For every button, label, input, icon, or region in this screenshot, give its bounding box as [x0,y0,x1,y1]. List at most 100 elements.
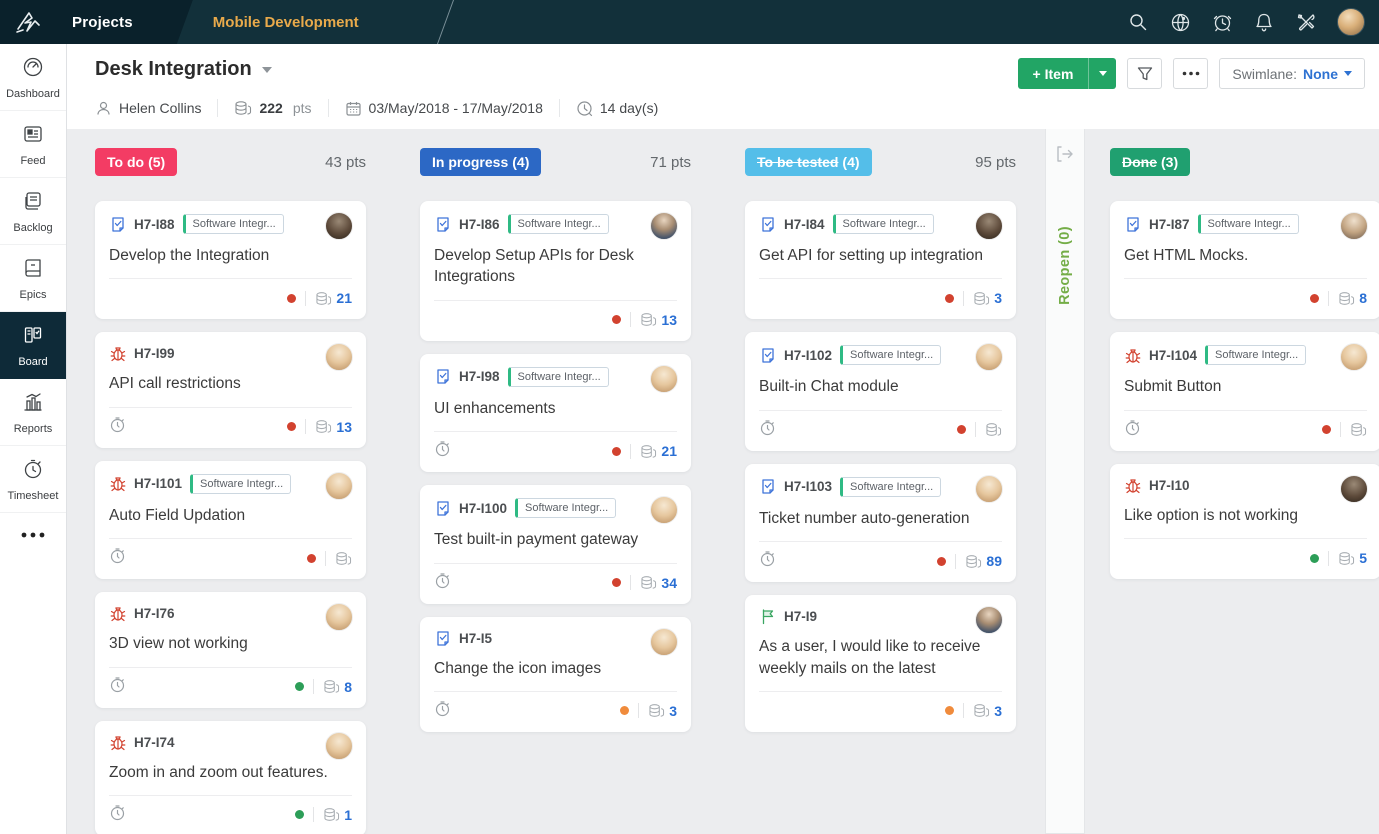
notifications-bell-icon[interactable] [1253,11,1275,33]
sidebar-item-reports[interactable]: Reports [0,379,66,446]
card-title[interactable]: Auto Field Updation [109,506,246,524]
board-card[interactable]: H7-I5 Change the icon images 3 [420,616,691,732]
card-title[interactable]: Built-in Chat module [759,378,899,396]
board-card[interactable]: H7-I84 Software Integr... Get API for se… [745,201,1016,320]
avatar[interactable] [975,606,1003,635]
board-card[interactable]: H7-I101 Software Integr... Auto Field Up… [95,460,366,580]
card-title[interactable]: Submit Button [1124,378,1222,396]
sidebar-item-epics[interactable]: Epics [0,245,66,312]
board-card[interactable]: H7-I99 API call restrictions 13 [95,332,366,448]
board-card[interactable]: H7-I102 Software Integr... Built-in Chat… [745,332,1016,451]
card-id[interactable]: H7-I99 [134,346,175,362]
avatar[interactable] [650,496,678,525]
avatar[interactable] [975,343,1003,372]
card-title[interactable]: Get HTML Mocks. [1124,247,1249,264]
avatar[interactable] [325,471,353,500]
timer-icon[interactable] [109,804,126,826]
card-id[interactable]: H7-I88 [134,216,175,232]
tools-icon[interactable] [1295,11,1317,33]
sidebar-item-timesheet[interactable]: Timesheet [0,446,66,513]
card-id[interactable]: H7-I76 [134,606,175,622]
avatar[interactable] [650,364,678,393]
card-id[interactable]: H7-I86 [459,216,500,232]
card-id[interactable]: H7-I5 [459,630,493,646]
timer-icon[interactable] [434,440,451,462]
avatar[interactable] [1340,474,1368,503]
sprint-owner[interactable]: Helen Collins [95,100,201,117]
card-id[interactable]: H7-I98 [459,369,500,385]
column-badge[interactable]: To do (5) [95,148,178,176]
board-card[interactable]: H7-I76 3D view not working 8 [95,592,366,708]
card-id[interactable]: H7-I84 [784,216,825,232]
alarm-clock-icon[interactable] [1211,11,1233,33]
avatar[interactable] [975,212,1003,240]
board-card[interactable]: H7-I98 Software Integr... UI enhancement… [420,353,691,473]
sidebar-more-menu[interactable] [0,513,66,559]
sidebar-item-dashboard[interactable]: Dashboard [0,44,66,111]
tab-projects[interactable]: Projects [72,13,133,31]
card-id[interactable]: H7-I104 [1149,347,1198,363]
board-card[interactable]: H7-I74 Zoom in and zoom out features. [95,720,366,834]
card-title[interactable]: Ticket number auto-generation [759,509,970,527]
collapsed-column[interactable]: Reopen (0) [1045,129,1085,834]
add-item-caret-icon[interactable] [1088,58,1117,89]
card-title[interactable]: Develop the Integration [109,247,270,264]
card-id[interactable]: H7-I100 [459,500,508,516]
avatar[interactable] [650,212,678,240]
avatar[interactable] [325,212,353,240]
add-item-button[interactable]: + Item [1017,58,1117,89]
card-id[interactable]: H7-I74 [134,734,175,750]
board-card[interactable]: H7-I104 Software Integr... Submit Button [1110,332,1379,451]
board-card[interactable]: H7-I88 Software Integr... Develop the In… [95,201,366,320]
card-id[interactable]: H7-I103 [784,479,833,495]
search-icon[interactable] [1127,11,1149,33]
board-card[interactable]: H7-I87 Software Integr... Get HTML Mocks… [1110,201,1379,320]
avatar[interactable] [1340,212,1368,240]
globe-icon[interactable] [1169,11,1191,33]
sidebar-item-backlog[interactable]: Backlog [0,178,66,245]
card-title[interactable]: As a user, I would like to receive weekl… [759,638,981,677]
column-badge[interactable]: Done (3) [1110,148,1191,176]
board-more-button[interactable] [1173,58,1209,89]
sidebar-item-board[interactable]: Board [0,312,66,379]
tab-project-name[interactable]: Mobile Development [212,13,359,31]
timer-icon[interactable] [759,550,776,572]
card-title[interactable]: Develop Setup APIs for Desk Integrations [434,247,634,286]
avatar[interactable] [650,627,678,656]
card-title[interactable]: Get API for setting up integration [759,247,984,264]
avatar[interactable] [975,474,1003,503]
board-card[interactable]: H7-I9 As a user, I would like to receive… [745,595,1016,732]
board-card[interactable]: H7-I10 Like option is not working [1110,463,1379,580]
timer-icon[interactable] [109,547,126,569]
board-card[interactable]: H7-I100 Software Integr... Test built-in… [420,485,691,604]
sprints-logo-icon[interactable] [0,9,60,35]
card-id[interactable]: H7-I10 [1149,477,1190,493]
timer-icon[interactable] [434,700,451,722]
filter-button[interactable] [1127,58,1163,89]
user-avatar[interactable] [1337,8,1365,36]
sidebar-item-feed[interactable]: Feed [0,111,66,178]
board-card[interactable]: H7-I86 Software Integr... Develop Setup … [420,201,691,341]
column-badge[interactable]: To be tested (4) [745,148,872,176]
avatar[interactable] [325,731,353,760]
sprint-title-caret-icon[interactable] [261,66,272,73]
avatar[interactable] [325,603,353,632]
timer-icon[interactable] [1124,419,1141,441]
timer-icon[interactable] [109,676,126,698]
card-id[interactable]: H7-I102 [784,347,833,363]
card-title[interactable]: Like option is not working [1124,506,1299,524]
card-id[interactable]: H7-I9 [784,609,818,625]
column-badge[interactable]: In progress (4) [420,148,542,176]
card-id[interactable]: H7-I87 [1149,216,1190,232]
card-title[interactable]: Change the icon images [434,659,602,677]
card-title[interactable]: Zoom in and zoom out features. [109,763,328,781]
expand-column-icon[interactable] [1055,145,1075,168]
avatar[interactable] [325,343,353,372]
card-title[interactable]: API call restrictions [109,375,241,393]
swimlane-selector[interactable]: Swimlane: None [1219,58,1365,89]
card-title[interactable]: UI enhancements [434,399,556,417]
timer-icon[interactable] [434,572,451,594]
card-title[interactable]: Test built-in payment gateway [434,531,639,549]
card-title[interactable]: 3D view not working [109,635,248,653]
board-card[interactable]: H7-I103 Software Integr... Ticket number… [745,463,1016,583]
